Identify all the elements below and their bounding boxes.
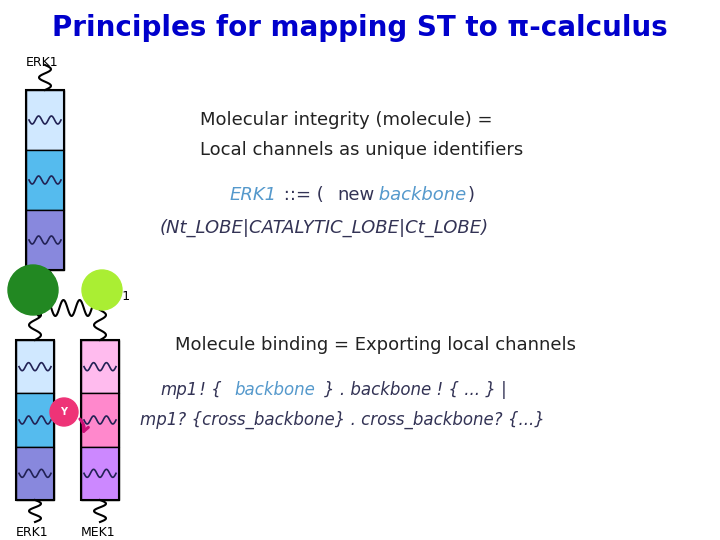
Text: mp1? {cross_backbone} . cross_backbone? {...}: mp1? {cross_backbone} . cross_backbone? … [140, 411, 545, 429]
Bar [81, 340, 119, 393]
Text: mp1: mp1 [160, 381, 197, 399]
Circle shape [82, 270, 122, 310]
Text: backbone: backbone [234, 381, 315, 399]
Bar [16, 447, 54, 500]
Text: ::= (: ::= ( [278, 186, 324, 204]
Text: new: new [337, 186, 374, 204]
Text: ERK1: ERK1 [16, 525, 49, 538]
Text: ERK1: ERK1 [230, 186, 277, 204]
Text: Molecule binding = Exporting local channels: Molecule binding = Exporting local chann… [175, 336, 576, 354]
Bar [81, 340, 119, 500]
Bar [26, 90, 64, 270]
Bar [26, 210, 64, 270]
Bar [16, 393, 54, 447]
Text: MEK1: MEK1 [81, 525, 116, 538]
Text: backbone: backbone [373, 186, 467, 204]
Bar [16, 340, 54, 500]
Text: Molecular integrity (molecule) =: Molecular integrity (molecule) = [200, 111, 492, 129]
Text: Local channels as unique identifiers: Local channels as unique identifiers [200, 141, 523, 159]
Circle shape [8, 265, 58, 315]
Circle shape [50, 398, 78, 426]
Bar [26, 90, 64, 150]
Text: ! {: ! { [194, 381, 222, 399]
Text: Principles for mapping ST to π-calculus: Principles for mapping ST to π-calculus [52, 14, 668, 42]
Text: Y: Y [60, 407, 68, 417]
Text: ERK1: ERK1 [26, 56, 58, 69]
Bar [26, 150, 64, 210]
Text: (Nt_LOBE|CATALYTIC_LOBE|Ct_LOBE): (Nt_LOBE|CATALYTIC_LOBE|Ct_LOBE) [160, 219, 489, 237]
Bar [81, 393, 119, 447]
Text: } . backbone ! { ... } |: } . backbone ! { ... } | [324, 381, 507, 399]
Bar [16, 340, 54, 393]
Bar [81, 447, 119, 500]
Text: ): ) [468, 186, 475, 204]
Text: MP1: MP1 [105, 289, 131, 302]
